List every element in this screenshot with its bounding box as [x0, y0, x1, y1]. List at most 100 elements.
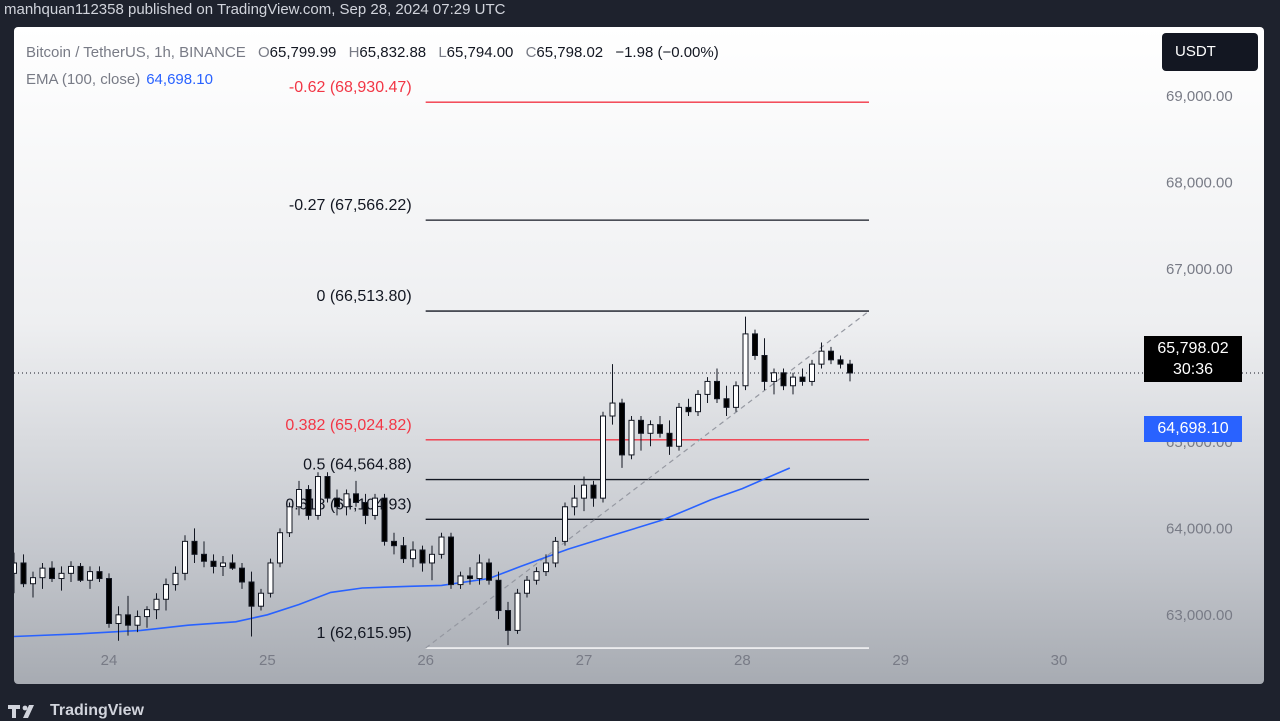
candle-body — [438, 536, 445, 555]
candle-body — [638, 419, 644, 434]
x-tick-label: 27 — [576, 652, 593, 669]
candle — [39, 562, 46, 589]
candle-body — [20, 562, 27, 585]
candle — [628, 416, 635, 460]
candle — [666, 420, 673, 455]
candle-body — [172, 572, 179, 586]
candle — [771, 368, 777, 395]
candle — [14, 552, 17, 594]
candle-body — [248, 581, 255, 607]
candle-body — [486, 562, 492, 581]
legend-close-label: C — [525, 44, 537, 61]
candle-body — [324, 476, 331, 499]
candle-body — [609, 402, 616, 417]
candle — [87, 566, 93, 589]
candle-body — [296, 488, 302, 508]
candle-body — [723, 398, 730, 408]
candle-body — [210, 560, 217, 567]
tradingview-logo-icon — [8, 705, 34, 718]
candle-body — [799, 376, 806, 382]
fib-level-label: -0.27 (67,566.22) — [289, 197, 412, 214]
candle — [581, 476, 587, 512]
candle-body — [628, 419, 635, 456]
candle-body — [571, 497, 578, 508]
candle — [267, 558, 274, 598]
candle — [704, 377, 711, 404]
candle — [30, 571, 36, 598]
candle-body — [514, 592, 521, 631]
candle-body — [372, 497, 378, 516]
legend-symbol[interactable]: Bitcoin / TetherUS, 1h, BINANCE — [26, 44, 246, 61]
currency-button[interactable]: USDT — [1162, 33, 1258, 71]
candle-body — [524, 579, 530, 594]
candle-body — [505, 610, 511, 631]
candle — [714, 368, 720, 404]
candle-body — [115, 614, 122, 624]
candle — [799, 368, 806, 386]
legend-low-value: 65,794.00 — [446, 44, 514, 61]
candle-body — [182, 540, 188, 574]
candle — [685, 398, 692, 417]
legend-high-label: H — [348, 44, 360, 61]
candle — [647, 420, 654, 447]
fib-level-label: 0.5 (64,564.88) — [303, 457, 412, 474]
candle-body — [163, 584, 169, 600]
candle-body — [476, 562, 483, 580]
candle — [809, 359, 815, 386]
candle-body — [305, 488, 312, 516]
chart-area[interactable]: 63,000.0064,000.0065,000.0066,000.0067,0… — [14, 27, 1264, 684]
candle-body — [391, 540, 397, 547]
candle — [201, 541, 207, 568]
candle-body — [742, 333, 749, 387]
candle — [676, 403, 682, 451]
candle — [847, 359, 853, 382]
candle-body — [30, 577, 36, 585]
candle — [353, 480, 359, 507]
candle-body — [239, 567, 245, 583]
candle — [391, 532, 397, 555]
candle — [182, 535, 188, 581]
candle — [476, 554, 483, 585]
candlestick-chart[interactable]: 63,000.0064,000.0065,000.0066,000.0067,0… — [14, 27, 1264, 684]
candle — [495, 571, 502, 620]
candle-body — [581, 484, 587, 499]
bar-countdown: 30:36 — [1172, 361, 1214, 378]
candle — [438, 532, 445, 559]
candle — [163, 578, 169, 611]
candle-body — [562, 506, 568, 542]
legend-ema-value: 64,698.10 — [146, 71, 213, 88]
candle — [372, 493, 378, 520]
candle-body — [695, 393, 701, 413]
candle — [419, 545, 426, 572]
fib-level-label: -0.62 (68,930.47) — [289, 79, 412, 96]
candle-body — [153, 598, 160, 611]
candle — [144, 606, 150, 628]
candle — [362, 493, 369, 525]
candle — [657, 416, 663, 438]
candle-body — [220, 562, 226, 567]
legend-open-label: O — [258, 44, 270, 61]
candle-body — [229, 562, 236, 569]
x-tick-label: 28 — [734, 652, 751, 669]
legend-high-value: 65,832.88 — [359, 44, 427, 61]
candle — [742, 316, 749, 391]
candle-body — [286, 506, 293, 534]
candle-body — [267, 562, 274, 594]
ema-line — [14, 467, 791, 638]
candle — [457, 571, 464, 589]
candle-body — [676, 406, 682, 447]
legend-low-label: L — [438, 44, 447, 61]
candle-body — [334, 497, 340, 508]
candle — [818, 342, 825, 369]
candle-body — [39, 567, 46, 579]
candle — [505, 601, 511, 646]
candle — [106, 573, 112, 628]
fib-level-label: 1 (62,615.95) — [316, 625, 411, 642]
candle-body — [647, 424, 654, 434]
candle — [324, 472, 331, 503]
candle-body — [448, 536, 454, 586]
legend-ema-label[interactable]: EMA (100, close) — [26, 71, 141, 88]
candle-body — [353, 493, 359, 503]
candle-body — [134, 616, 141, 626]
fib-level-label: 0 (66,513.80) — [316, 288, 411, 305]
